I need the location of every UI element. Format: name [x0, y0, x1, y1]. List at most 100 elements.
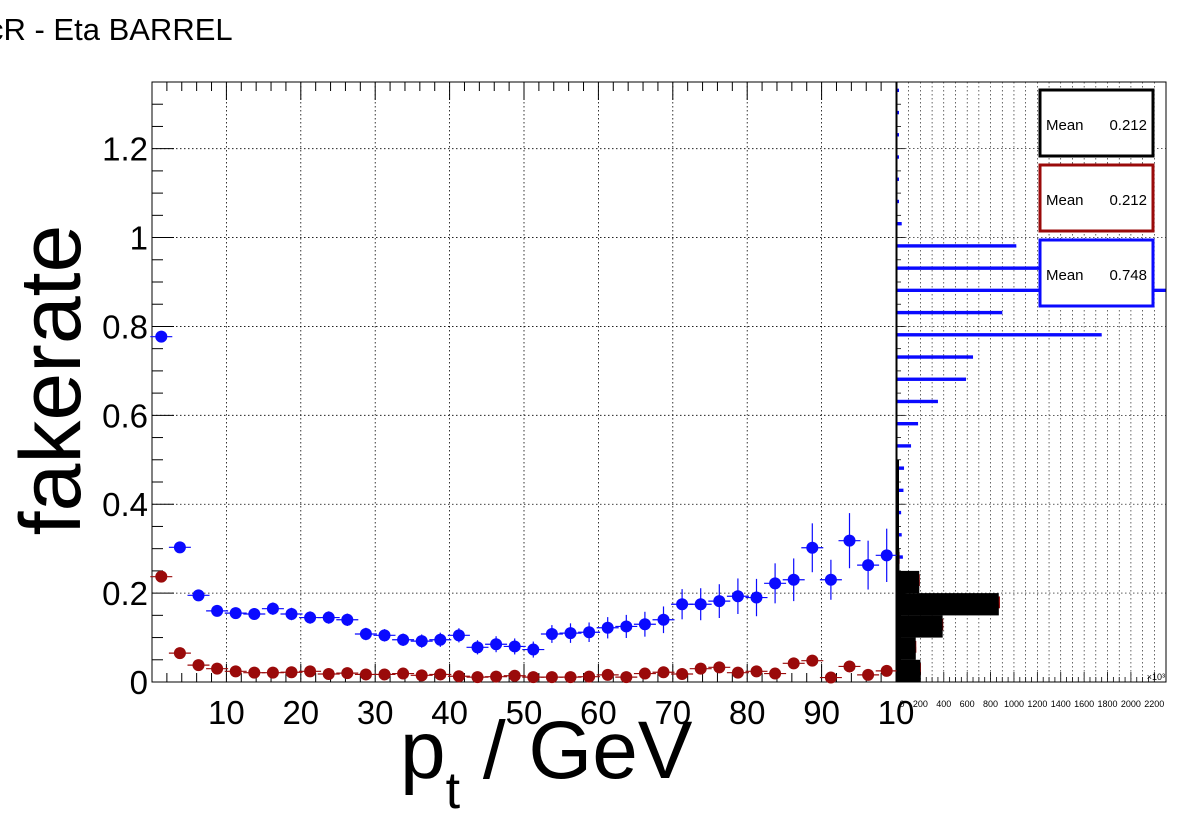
- side-bars-black: [897, 459, 999, 682]
- data-point: [713, 595, 726, 608]
- data-point: [731, 590, 744, 603]
- data-point: [694, 662, 707, 675]
- histogram-bar-shade: [897, 379, 967, 381]
- y-tick-label: 0.4: [102, 486, 148, 523]
- data-point: [750, 665, 763, 678]
- histogram-bar-shade: [897, 534, 902, 537]
- data-point: [211, 604, 224, 617]
- data-point: [508, 669, 521, 682]
- main-grid: [152, 82, 896, 682]
- data-point: [787, 573, 800, 586]
- data-point: [452, 629, 465, 642]
- data-point: [471, 641, 484, 654]
- histogram-bar-shade: [897, 423, 919, 426]
- data-point: [248, 666, 261, 679]
- data-point: [657, 613, 670, 626]
- x-tick-label: 10: [878, 694, 915, 731]
- data-point: [397, 633, 410, 646]
- data-point: [862, 559, 875, 572]
- histogram-bar-shade: [897, 134, 899, 137]
- side-x-tick-label: 2000: [1121, 699, 1141, 709]
- stat-box-label: Mean: [1046, 117, 1084, 134]
- x-tick-label: 50: [506, 694, 543, 731]
- y-tick-label: 1.2: [102, 131, 148, 168]
- histogram-bar-shade: [897, 245, 1017, 248]
- histogram-bar-shade: [897, 201, 899, 204]
- data-point: [676, 668, 689, 680]
- data-point: [229, 607, 242, 620]
- data-point: [601, 668, 614, 681]
- data-point: [285, 608, 298, 620]
- data-point: [750, 591, 763, 604]
- histogram-bar: [897, 288, 1166, 292]
- histogram-bar-shade: [897, 537, 899, 549]
- side-bars-blue: [897, 88, 1166, 670]
- stat-box: Mean 0.748: [1038, 238, 1155, 308]
- x-axis-title-unit: / GeV: [460, 705, 693, 796]
- data-point: [731, 666, 744, 679]
- histogram-bar-shade: [897, 515, 899, 527]
- histogram-bar-shade: [897, 401, 938, 404]
- chart-title: cR - Eta BARREL: [0, 12, 233, 47]
- stat-box-frame: [1038, 88, 1155, 158]
- data-point: [266, 602, 279, 615]
- data-point: [155, 330, 168, 343]
- data-point: [155, 570, 168, 583]
- x-tick-label: 40: [431, 694, 468, 731]
- data-point: [378, 629, 391, 642]
- data-point: [583, 626, 596, 639]
- data-point: [285, 666, 298, 679]
- histogram-bar-shade: [897, 559, 900, 571]
- side-x-tick-label: 1200: [1027, 699, 1047, 709]
- data-point: [508, 640, 521, 653]
- x-tick-label: 10: [208, 694, 245, 731]
- histogram-bar: [897, 222, 902, 226]
- y-tick-label: 0.6: [102, 397, 148, 434]
- side-x-exponent-label: ×10³: [1147, 672, 1165, 682]
- data-point: [359, 628, 372, 640]
- data-point: [434, 633, 447, 646]
- data-point: [638, 667, 651, 680]
- data-point: [192, 659, 205, 672]
- data-point: [824, 671, 837, 684]
- histogram-bar-shade: [897, 312, 1003, 315]
- side-histogram-panel: 0 200 400 600 800 1000 1200 1400 1600 1800 2000 220…: [896, 81, 1167, 709]
- data-point: [880, 549, 893, 562]
- histogram-bar: [897, 488, 904, 492]
- stat-box-value: 0.212: [1109, 117, 1147, 134]
- series-blue: [150, 330, 898, 658]
- data-point: [620, 671, 633, 684]
- histogram-bar: [897, 533, 902, 537]
- data-point: [676, 598, 689, 611]
- side-x-tick-label: 1400: [1051, 699, 1071, 709]
- histogram-bar-shade: [897, 112, 899, 115]
- x-tick-label: 30: [357, 694, 394, 731]
- data-point: [211, 662, 224, 675]
- data-point: [806, 541, 819, 554]
- y-tick-label: 0.2: [102, 575, 148, 612]
- side-x-tick-label: 2200: [1144, 699, 1164, 709]
- histogram-bar-shade: [897, 490, 904, 492]
- data-point: [769, 667, 782, 680]
- data-point: [415, 669, 428, 682]
- data-point: [545, 671, 558, 684]
- histogram-bar-shade: [897, 670, 921, 682]
- x-axis-title: pt / GeV: [400, 705, 693, 820]
- stat-box: Mean 0.212: [1038, 163, 1155, 233]
- histogram-bar-shade: [897, 582, 920, 594]
- series-red: [150, 570, 898, 684]
- y-tick-label: 0: [130, 664, 148, 701]
- side-x-tick-label: 800: [983, 699, 998, 709]
- data-point: [527, 643, 540, 656]
- data-point: [694, 598, 707, 611]
- data-point: [713, 661, 726, 674]
- data-point: [378, 668, 391, 681]
- side-x-tick-label: 400: [936, 699, 951, 709]
- data-point: [583, 670, 596, 683]
- x-tick-label: 70: [654, 694, 691, 731]
- stat-box-label: Mean: [1046, 192, 1084, 209]
- main-axis-ticks: [151, 81, 897, 683]
- histogram-bar-shade: [897, 468, 905, 470]
- data-point: [192, 589, 205, 602]
